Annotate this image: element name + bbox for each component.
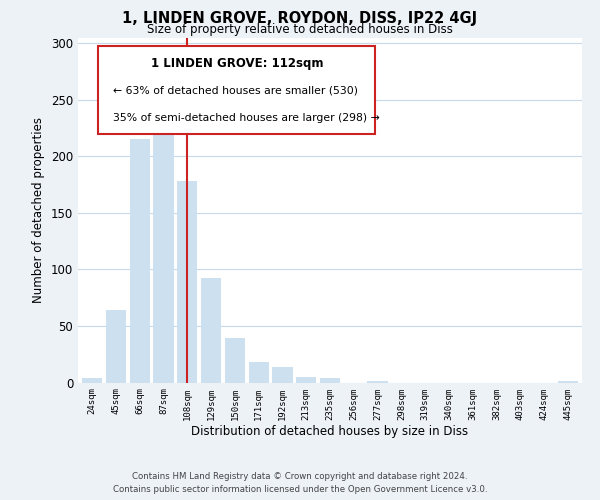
Text: 35% of semi-detached houses are larger (298) →: 35% of semi-detached houses are larger (…	[113, 114, 380, 124]
Text: Size of property relative to detached houses in Diss: Size of property relative to detached ho…	[147, 24, 453, 36]
Bar	[248, 362, 269, 382]
Bar	[272, 366, 293, 382]
Bar	[82, 378, 103, 382]
Bar	[177, 181, 197, 382]
Text: 1, LINDEN GROVE, ROYDON, DISS, IP22 4GJ: 1, LINDEN GROVE, ROYDON, DISS, IP22 4GJ	[122, 11, 478, 26]
Bar	[225, 338, 245, 382]
FancyBboxPatch shape	[98, 46, 376, 134]
Bar	[154, 132, 173, 382]
Bar	[296, 377, 316, 382]
Text: Contains HM Land Registry data © Crown copyright and database right 2024.
Contai: Contains HM Land Registry data © Crown c…	[113, 472, 487, 494]
Bar	[130, 140, 150, 382]
Text: 1 LINDEN GROVE: 112sqm: 1 LINDEN GROVE: 112sqm	[151, 57, 323, 70]
Text: ← 63% of detached houses are smaller (530): ← 63% of detached houses are smaller (53…	[113, 85, 358, 95]
Bar	[106, 310, 126, 382]
Y-axis label: Number of detached properties: Number of detached properties	[32, 117, 46, 303]
Bar	[320, 378, 340, 382]
Bar	[201, 278, 221, 382]
X-axis label: Distribution of detached houses by size in Diss: Distribution of detached houses by size …	[191, 425, 469, 438]
